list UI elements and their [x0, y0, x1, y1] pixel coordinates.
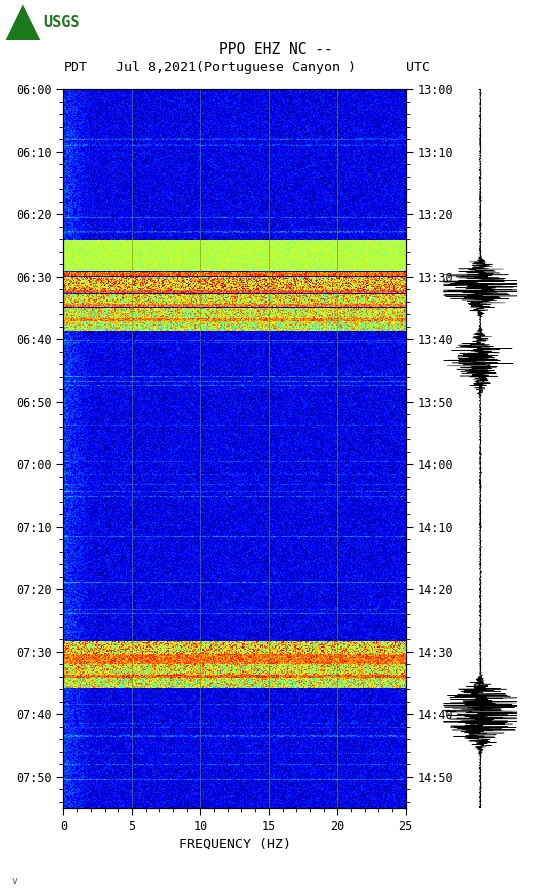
Text: PPO EHZ NC --: PPO EHZ NC -- [219, 42, 333, 56]
Text: PDT: PDT [63, 62, 87, 74]
Text: UTC: UTC [406, 62, 429, 74]
Text: Jul 8,2021: Jul 8,2021 [116, 62, 196, 74]
Polygon shape [6, 4, 40, 40]
X-axis label: FREQUENCY (HZ): FREQUENCY (HZ) [179, 837, 290, 850]
Text: v: v [11, 876, 17, 886]
Text: USGS: USGS [43, 15, 79, 29]
Text: (Portuguese Canyon ): (Portuguese Canyon ) [196, 62, 356, 74]
